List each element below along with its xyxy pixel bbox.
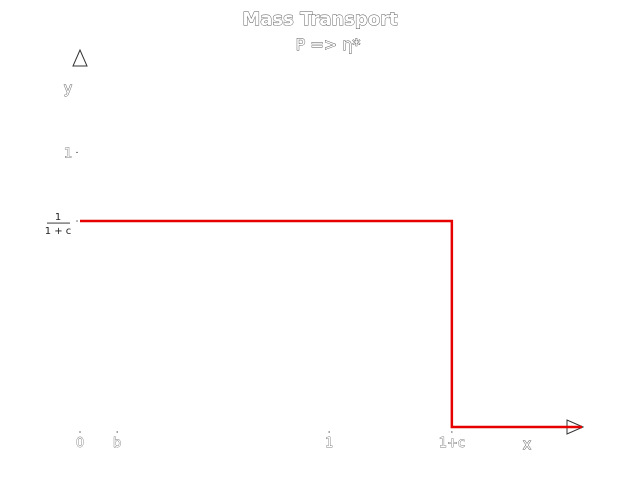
chart-subtitle: P => η* bbox=[296, 35, 361, 54]
x-tick-label: 1 bbox=[325, 436, 333, 451]
chart-title: Mass Transport bbox=[242, 9, 398, 30]
x-tick-label: 0 bbox=[76, 436, 84, 451]
x-tick-label: 1+c bbox=[439, 436, 465, 451]
y-tick-fraction-denominator: 1 + c bbox=[45, 226, 72, 237]
y-axis-label: y bbox=[64, 81, 72, 97]
x-tick-label: b bbox=[113, 436, 121, 451]
y-tick-fraction-numerator: 1 bbox=[55, 212, 61, 223]
y-axis-arrow-icon bbox=[72, 48, 88, 67]
series-line-0 bbox=[80, 219, 582, 429]
x-axis-label: x bbox=[523, 437, 531, 453]
y-tick-label: 1 bbox=[64, 146, 72, 161]
tick-labels: 0 b 1 1+c 1 1 1 + c bbox=[45, 146, 466, 451]
series-group bbox=[80, 219, 582, 429]
